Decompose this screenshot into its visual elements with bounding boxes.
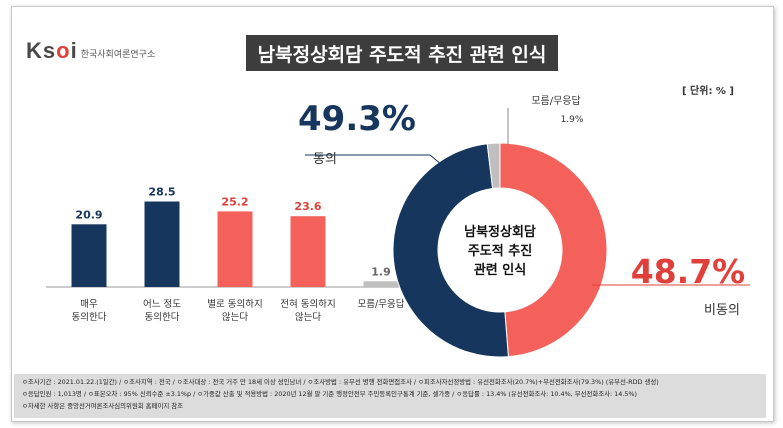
bar-value-label: 23.6 — [294, 200, 321, 213]
bar-value-label: 25.2 — [221, 195, 248, 208]
leader-line — [429, 154, 449, 171]
footnotes: ㅇ조사기간 : 2021.01.22.(1일간) / ㅇ조사지역 : 전국 / … — [14, 374, 766, 418]
footnote-line: ㅇ자세한 사항은 중앙선거여론조사심의위원회 홈페이지 참조 — [22, 402, 183, 410]
bar — [144, 201, 180, 287]
donut-center-label: 남북정상회담 — [464, 224, 536, 240]
bar-category-label: 않는다 — [222, 312, 248, 323]
donut-slice-name: 동의 — [313, 152, 337, 167]
logo: Ksoi 한국사회여론연구소 — [26, 38, 155, 64]
donut-value-label: 1.9% — [561, 115, 584, 125]
bar-category-label: 않는다 — [295, 312, 321, 323]
bar-category-label: 전혀 동의하지 — [280, 298, 335, 310]
footnote-line: ㅇ응답인원 : 1,013명 / ㅇ표본오차 : 95% 신뢰수준 ±3.1%p… — [22, 390, 637, 398]
bar-category-label: 별로 동의하지 — [207, 298, 262, 310]
chart-frame — [11, 6, 774, 422]
bar — [71, 224, 107, 287]
bar-value-label: 28.5 — [148, 186, 175, 199]
bar — [290, 216, 326, 287]
bar — [217, 211, 253, 287]
footnote-line: ㅇ조사기간 : 2021.01.22.(1일간) / ㅇ조사지역 : 전국 / … — [22, 378, 659, 386]
bar — [363, 281, 399, 287]
bar-category-label: 어느 정도 — [143, 299, 181, 310]
donut-value-label: 49.3% — [298, 99, 416, 139]
donut-value-label: 48.7% — [631, 252, 746, 291]
chart-title: 남북정상회담 주도적 추진 관련 인식 — [246, 35, 558, 71]
bar-category-label: 모름/무응답 — [358, 298, 405, 310]
donut-slice — [392, 143, 509, 358]
unit-label: [ 단위: % ] — [682, 86, 735, 97]
bar-value-label: 1.9 — [371, 265, 391, 278]
logo-text: 한국사회여론연구소 — [80, 49, 156, 60]
donut-slice-name: 모름/무응답 — [531, 95, 580, 107]
donut-center-label: 관련 인식 — [474, 262, 526, 278]
logo-mark: Ksoi — [26, 38, 78, 63]
bar-category-label: 동의한다 — [72, 312, 107, 323]
bar-category-label: 동의한다 — [145, 312, 180, 323]
donut-slice — [499, 142, 608, 358]
donut-slice — [486, 142, 501, 189]
bar-category-label: 매우 — [80, 299, 98, 310]
donut-slice-name: 비동의 — [704, 303, 740, 318]
donut-center-label: 주도적 추진 — [468, 243, 532, 259]
bar-value-label: 20.9 — [75, 208, 102, 221]
